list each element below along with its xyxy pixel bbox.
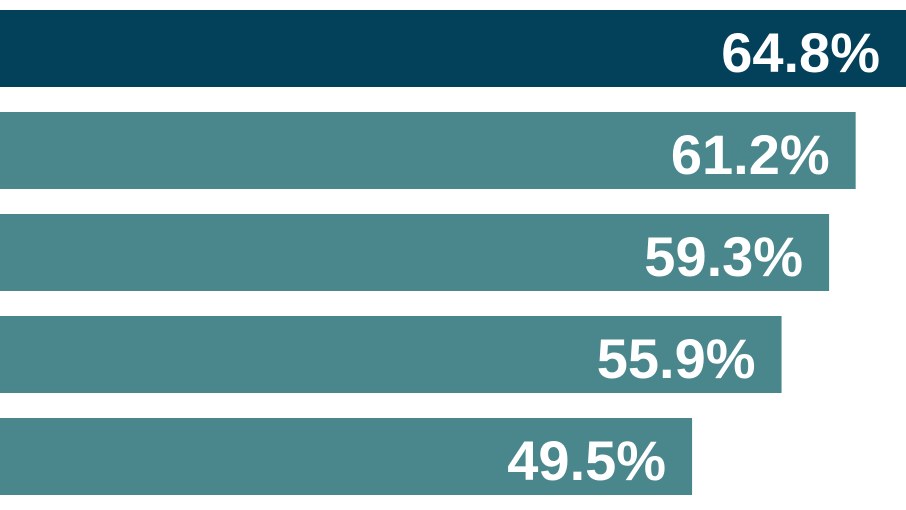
bar: [0, 418, 693, 495]
value-label: 61.2%: [671, 123, 830, 186]
bar: [0, 112, 856, 189]
value-label: 59.3%: [644, 225, 803, 288]
bar: [0, 10, 906, 87]
value-label: 55.9%: [597, 327, 756, 390]
bar: [0, 214, 830, 291]
bar: [0, 316, 782, 393]
value-label: 49.5%: [507, 429, 666, 492]
value-label: 64.8%: [721, 21, 880, 84]
